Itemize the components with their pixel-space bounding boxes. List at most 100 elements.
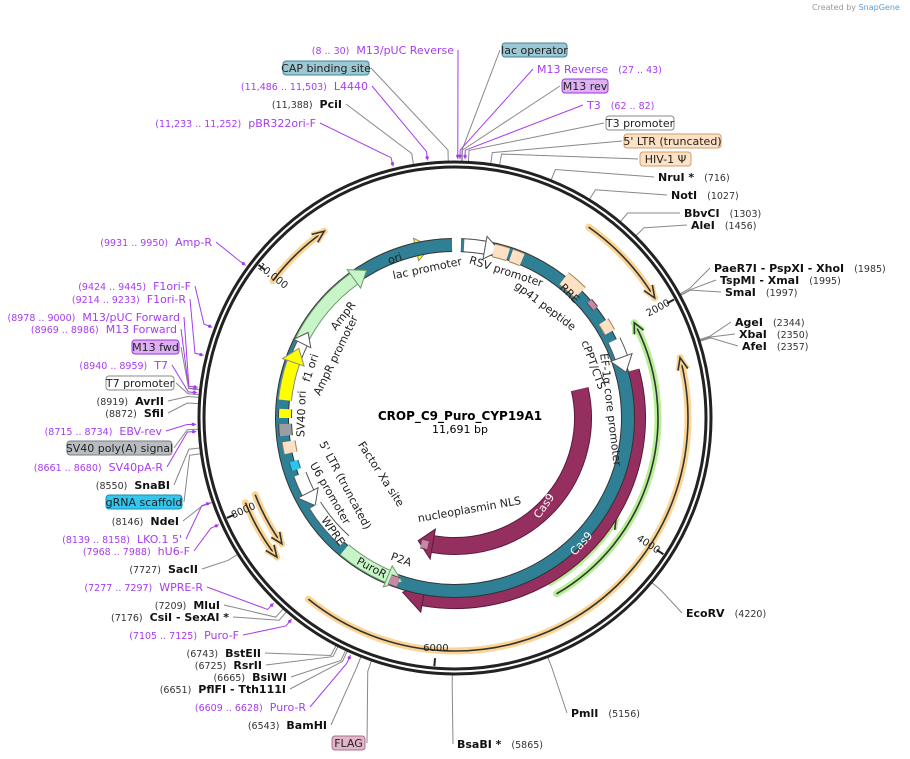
label-pflfi-tth111i[interactable]: (6651) PflFI - Tth111I xyxy=(160,683,286,696)
orange-arc-primer-5[interactable] xyxy=(251,491,286,548)
label-m13-puc-reverse[interactable]: (8 .. 30) M13/pUC Reverse xyxy=(312,44,454,57)
label-puro-r[interactable]: (6609 .. 6628) Puro-R xyxy=(195,701,306,714)
f1-ori-arrow[interactable] xyxy=(277,347,305,402)
label-m13-forward[interactable]: (8969 .. 8986) M13 Forward xyxy=(31,323,177,336)
annotation-labels[interactable]: (8 .. 30) M13/pUC Reverse CAP binding site… xyxy=(7,42,886,751)
feature-badge[interactable] xyxy=(605,115,675,131)
green-arc-1[interactable] xyxy=(553,319,662,598)
label-nrui[interactable]: NruI * (716) xyxy=(658,171,730,184)
site-text[interactable]: PaeR7I - PspXI - XhoI (1985) xyxy=(714,262,886,275)
label-sfii[interactable]: (8872) SfiI xyxy=(105,407,164,420)
nls-box[interactable] xyxy=(420,538,430,551)
primer-text[interactable]: (9424 .. 9445) F1ori-F xyxy=(78,280,191,293)
site-text[interactable]: (6651) PflFI - Tth111I xyxy=(160,683,286,696)
label-grna-scaffold[interactable]: gRNA scaffold xyxy=(105,494,183,510)
label-t3-promoter[interactable]: T3 promoter xyxy=(605,115,675,131)
primer-text[interactable]: (8940 .. 8959) T7 xyxy=(79,359,168,372)
primer-text[interactable]: (11,233 .. 11,252) pBR322ori-F xyxy=(155,117,316,130)
feature-badge[interactable] xyxy=(501,42,568,58)
label-noti[interactable]: NotI (1027) xyxy=(671,189,739,202)
site-text[interactable]: AleI (1456) xyxy=(691,219,756,232)
label-paer7i-pspxi-xhoi[interactable]: PaeR7I - PspXI - XhoI (1985) xyxy=(714,262,886,275)
label-pbr322ori-f[interactable]: (11,233 .. 11,252) pBR322ori-F xyxy=(155,117,316,130)
feature-badge[interactable] xyxy=(131,339,180,355)
label-ebv-rev[interactable]: (8715 .. 8734) EBV-rev xyxy=(45,425,163,438)
label-smai[interactable]: SmaI (1997) xyxy=(725,286,798,299)
primer-text[interactable]: (8139 .. 8158) LKO.1 5' xyxy=(62,533,182,546)
feature-badge[interactable] xyxy=(105,375,175,391)
feature-label[interactable]: ori xyxy=(386,250,404,267)
primer-text[interactable]: (6609 .. 6628) Puro-R xyxy=(195,701,306,714)
site-text[interactable]: (8919) AvrII xyxy=(97,395,165,408)
site-text[interactable]: (8146) NdeI xyxy=(112,515,179,528)
site-text[interactable]: (6725) RsrII xyxy=(195,659,262,672)
label-t7[interactable]: (8940 .. 8959) T7 xyxy=(79,359,168,372)
label-m13-reverse[interactable]: M13 Reverse (27 .. 43) xyxy=(537,63,662,76)
label-flag[interactable]: FLAG xyxy=(331,735,366,751)
site-text[interactable]: (7727) SacII xyxy=(129,563,198,576)
feature-badge[interactable] xyxy=(561,78,609,94)
label-tspmi-xmai[interactable]: TspMI - XmaI (1995) xyxy=(720,274,841,287)
feature-badge[interactable] xyxy=(66,440,173,456)
primer-text[interactable]: (7968 .. 7988) hU6-F xyxy=(83,545,190,558)
site-text[interactable]: (8872) SfiI xyxy=(105,407,164,420)
ltr-truncated-box[interactable] xyxy=(281,440,298,455)
site-text[interactable]: (6743) BstEII xyxy=(187,647,261,660)
label-m13-fwd[interactable]: M13 fwd xyxy=(131,339,180,355)
label-m13-rev[interactable]: M13 rev xyxy=(561,78,609,94)
label-bsteii[interactable]: (6743) BstEII xyxy=(187,647,261,660)
label-pcii[interactable]: (11,388) PciI xyxy=(272,98,342,111)
p2a-box[interactable] xyxy=(387,574,401,588)
site-text[interactable]: (6665) BsiWI xyxy=(213,671,287,684)
ef1a-promoter-arrow[interactable] xyxy=(607,337,633,374)
feature-badge[interactable] xyxy=(282,60,370,76)
rre-box[interactable] xyxy=(558,272,586,299)
label-t7-promoter[interactable]: T7 promoter xyxy=(105,375,175,391)
feature-badge[interactable] xyxy=(331,735,366,751)
rss-promoter-arrow[interactable] xyxy=(463,235,501,260)
label-m13-puc-forward[interactable]: (8978 .. 9000) M13/pUC Forward xyxy=(7,311,180,324)
site-text[interactable]: AfeI (2357) xyxy=(742,340,808,353)
site-text[interactable]: TspMI - XmaI (1995) xyxy=(720,274,841,287)
label-amp-r[interactable]: (9931 .. 9950) Amp-R xyxy=(100,236,212,249)
label-lac-operator[interactable]: lac operator xyxy=(501,42,568,58)
primer-text[interactable]: M13 Reverse (27 .. 43) xyxy=(537,63,662,76)
label-f1ori-f[interactable]: (9424 .. 9445) F1ori-F xyxy=(78,280,191,293)
site-text[interactable]: BbvCI (1303) xyxy=(684,207,761,220)
feature-badge[interactable] xyxy=(639,151,692,167)
label-mlui[interactable]: (7209) MluI xyxy=(155,599,220,612)
site-text[interactable]: PmlI (5156) xyxy=(571,707,640,720)
label-alei[interactable]: AleI (1456) xyxy=(691,219,756,232)
wpre-box[interactable] xyxy=(309,501,350,546)
label-hiv-1[interactable]: HIV-1 Ψ xyxy=(639,151,692,167)
sv40-polya-box[interactable] xyxy=(278,423,293,437)
grna-scaffold[interactable] xyxy=(288,459,301,472)
label-wpre-r[interactable]: (7277 .. 7297) WPRE-R xyxy=(84,581,203,594)
label-f1ori-r[interactable]: (9214 .. 9233) F1ori-R xyxy=(72,293,186,306)
orange-arc-primer-1[interactable] xyxy=(585,223,659,302)
label-l4440[interactable]: (11,486 .. 11,503) L4440 xyxy=(241,80,368,93)
site-text[interactable]: NotI (1027) xyxy=(671,189,739,202)
primer-text[interactable]: (8715 .. 8734) EBV-rev xyxy=(45,425,163,438)
label-t3[interactable]: T3 (62 .. 82) xyxy=(586,99,654,112)
label-ecorv[interactable]: EcoRV (4220) xyxy=(686,607,766,620)
label-ndei[interactable]: (8146) NdeI xyxy=(112,515,179,528)
feature-badge[interactable] xyxy=(105,494,183,510)
label-hu6-f[interactable]: (7968 .. 7988) hU6-F xyxy=(83,545,190,558)
primer-text[interactable]: (8978 .. 9000) M13/pUC Forward xyxy=(7,311,180,324)
site-text[interactable]: (11,388) PciI xyxy=(272,98,342,111)
site-text[interactable]: (8550) SnaBI xyxy=(96,479,170,492)
primer-text[interactable]: (9214 .. 9233) F1ori-R xyxy=(72,293,186,306)
site-text[interactable]: (7209) MluI xyxy=(155,599,220,612)
primer-text[interactable]: (7105 .. 7125) Puro-F xyxy=(129,629,239,642)
site-text[interactable]: BsaBI * (5865) xyxy=(457,738,543,751)
primer-text[interactable]: (9931 .. 9950) Amp-R xyxy=(100,236,212,249)
label-csii-sexai[interactable]: (7176) CsiI - SexAI * xyxy=(111,611,229,624)
site-text[interactable]: (6543) BamHI xyxy=(248,719,327,732)
label-agei[interactable]: AgeI (2344) xyxy=(735,316,805,329)
psi-box[interactable] xyxy=(508,248,525,267)
label-bsiwi[interactable]: (6665) BsiWI xyxy=(213,671,287,684)
label-avrii[interactable]: (8919) AvrII xyxy=(97,395,165,408)
label-bamhi[interactable]: (6543) BamHI xyxy=(248,719,327,732)
label-xbai[interactable]: XbaI (2350) xyxy=(739,328,808,341)
